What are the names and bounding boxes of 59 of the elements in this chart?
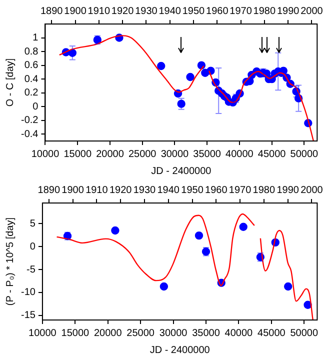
x2-tick-label: 1980	[252, 184, 276, 196]
x2-tick-label: 1930	[133, 184, 156, 196]
y-tick-label: 0	[32, 101, 39, 112]
x-tick-label: 50000	[290, 328, 318, 339]
x2-tick-label: 1970	[228, 184, 252, 196]
x2-tick-label: 1910	[88, 6, 110, 17]
x2-tick-label: 1890	[38, 184, 60, 196]
y-tick-label: 1	[32, 32, 39, 44]
x-tick-label: 35000	[193, 148, 222, 160]
y-tick-label: 0.6	[24, 60, 39, 72]
y-axis-title: (P - P₀) * 10^5 [day]	[4, 217, 16, 306]
x2-tick-label: 1950	[182, 6, 206, 17]
x2-tick-label: 1920	[109, 184, 132, 196]
x-tick-label: 45000	[258, 328, 286, 339]
x-tick-label: 10000	[31, 148, 60, 160]
x-axis-title: JD - 2400000	[151, 166, 212, 177]
x2-tick-label: 1890	[40, 6, 64, 17]
x2-tick-label: 1920	[111, 6, 134, 17]
x2-tick-label: 2000	[300, 184, 324, 196]
x2-tick-label: 1980	[253, 6, 276, 17]
y-tick-label: -5	[26, 264, 36, 276]
x2-tick-label: 1990	[276, 6, 300, 17]
x-tick-label: 30000	[160, 148, 190, 160]
x-tick-label: 35000	[192, 328, 220, 339]
x2-tick-label: 1940	[158, 6, 182, 17]
x2-tick-label: 1970	[230, 6, 252, 17]
x-tick-label: 45000	[258, 148, 286, 160]
x2-tick-label: 1900	[64, 6, 87, 17]
x2-tick-label: 1940	[157, 184, 180, 196]
x2-tick-label: 1930	[135, 6, 158, 17]
x2-tick-label: 1960	[205, 184, 228, 196]
y-tick-label: -0.4	[20, 128, 39, 140]
x-tick-label: 25000	[126, 328, 155, 339]
y-tick-label: -15	[21, 310, 36, 322]
x2-tick-label: 1900	[62, 184, 84, 196]
y-axis-title: O - C [day]	[4, 58, 16, 107]
x2-tick-label: 2000	[300, 6, 324, 17]
x2-tick-label: 1990	[276, 184, 300, 196]
x2-tick-label: 1960	[206, 6, 229, 17]
y-tick-label: 0.4	[24, 74, 39, 85]
x-axis-title: JD - 2400000	[150, 344, 210, 356]
x-tick-label: 40000	[224, 328, 254, 339]
y-tick-label: 0.8	[24, 46, 39, 58]
x2-tick-label: 1910	[86, 184, 108, 196]
x-tick-label: 15000	[61, 328, 90, 339]
y-tick-label: 0.2	[24, 88, 39, 99]
x-tick-label: 10000	[28, 328, 57, 339]
y-tick-label: -0.2	[20, 115, 39, 126]
x-tick-label: 25000	[128, 148, 157, 160]
y-tick-label: 5	[30, 218, 36, 230]
y-tick-label: -10	[21, 287, 36, 298]
x-tick-label: 20000	[94, 328, 122, 339]
x-tick-label: 15000	[64, 148, 92, 160]
x-tick-label: 20000	[96, 148, 124, 160]
y-tick-label: 0	[30, 241, 36, 252]
x2-tick-label: 1950	[181, 184, 204, 196]
x-tick-label: 30000	[159, 328, 188, 339]
x-tick-label: 50000	[290, 148, 319, 160]
x-tick-label: 40000	[226, 148, 254, 160]
